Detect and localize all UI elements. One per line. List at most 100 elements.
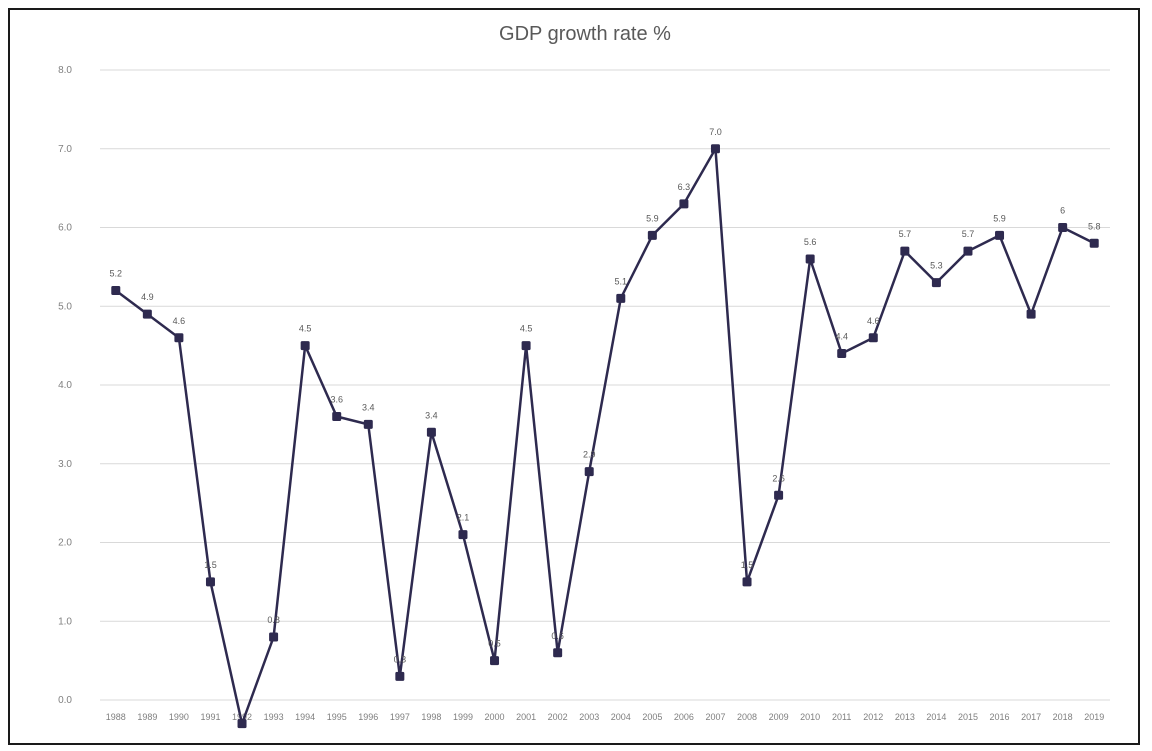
data-label: 5.9 [993,213,1006,223]
data-point [900,246,910,256]
data-point [805,254,815,264]
data-point [963,246,973,256]
x-tick-label: 2013 [895,712,915,722]
data-label: 4.6 [867,316,880,326]
data-point [490,656,500,666]
data-label: 5.7 [899,229,912,239]
data-label: 5.8 [1088,221,1101,231]
data-point [584,467,594,477]
data-point [774,490,784,500]
data-point [837,349,847,358]
data-label: 4.5 [520,324,533,334]
data-point [1058,223,1068,232]
x-tick-label: 2006 [674,712,694,722]
x-tick-label: 2009 [769,712,789,722]
data-point [111,286,121,295]
data-point [679,199,689,209]
data-label: 5.3 [930,261,943,271]
x-tick-label: 1995 [327,712,347,722]
x-tick-label: 1993 [264,712,284,722]
data-label: 0.8 [267,615,280,625]
data-label: 4.5 [299,324,312,334]
y-tick-label: 7.0 [58,144,72,155]
x-tick-label: 2005 [642,712,662,722]
data-point [269,632,279,642]
data-point [742,577,752,587]
data-label: 0.6 [551,631,564,641]
data-label: 1.5 [741,560,754,570]
data-label: 4.9 [141,292,154,302]
data-point [426,427,436,437]
data-label: 6.3 [678,182,691,192]
x-tick-label: 2019 [1084,712,1104,722]
data-point [174,333,184,343]
x-tick-label: 1992 [232,712,252,722]
x-tick-label: 1988 [106,712,126,722]
data-point [332,412,342,421]
y-tick-label: 0.0 [58,695,72,706]
data-point [237,719,247,729]
x-tick-label: 2011 [832,712,851,722]
x-tick-label: 1994 [295,712,315,722]
y-tick-label: 5.0 [58,301,72,312]
data-label: 3.6 [330,395,343,405]
data-point [458,530,468,540]
data-label: 5.7 [962,229,975,239]
y-tick-label: 4.0 [58,380,72,391]
x-tick-label: 1991 [200,712,220,722]
data-label: 0.3 [394,654,407,664]
x-tick-label: 2007 [705,712,725,722]
data-point [995,230,1005,240]
x-tick-label: 2016 [990,712,1010,722]
data-point [395,671,405,681]
data-point [1026,309,1036,319]
x-tick-label: 1996 [358,712,378,722]
x-tick-label: 2018 [1053,712,1073,722]
data-point [1089,238,1099,248]
x-tick-label: 2004 [611,712,631,722]
data-label: 2.9 [583,450,596,460]
x-tick-label: 1990 [169,712,189,722]
y-tick-label: 2.0 [58,538,72,549]
data-point [142,309,152,319]
chart-title: GDP growth rate % [499,23,671,45]
x-tick-label: 2017 [1021,712,1041,722]
series-line [115,144,1095,729]
data-label: 5.1 [615,276,628,286]
x-tick-label: 2010 [800,712,820,722]
data-label: 1.5 [204,560,217,570]
x-tick-label: 2001 [516,712,536,722]
data-point [300,341,310,351]
x-tick-label: 2000 [485,712,505,722]
data-point [868,333,878,343]
y-tick-label: 6.0 [58,223,72,234]
data-label: 2.6 [772,473,785,483]
data-point [931,278,941,288]
y-tick-label: 1.0 [58,616,72,627]
x-tick-label: 2003 [579,712,599,722]
data-point [647,230,657,240]
data-label: 3.4 [362,402,375,412]
data-point [363,419,373,429]
data-label: 4.6 [173,316,186,326]
x-tick-label: 1989 [137,712,157,722]
y-tick-label: 8.0 [58,65,72,76]
y-tick-label: 3.0 [58,459,72,470]
data-point [205,577,215,587]
x-tick-label: 2002 [548,712,568,722]
data-point [521,341,531,351]
data-label: 7.0 [709,127,722,137]
x-tick-label: 2015 [958,712,978,722]
data-point [553,648,563,658]
data-point [710,144,720,154]
data-label: 0.5 [488,639,501,649]
data-point [616,293,626,303]
x-tick-label: 2008 [737,712,757,722]
x-tick-label: 1998 [421,712,441,722]
data-label: 5.9 [646,213,659,223]
data-label: 3.4 [425,410,438,420]
data-label: 2.1 [457,513,470,523]
x-tick-label: 1999 [453,712,473,722]
chart-frame [8,8,1140,745]
